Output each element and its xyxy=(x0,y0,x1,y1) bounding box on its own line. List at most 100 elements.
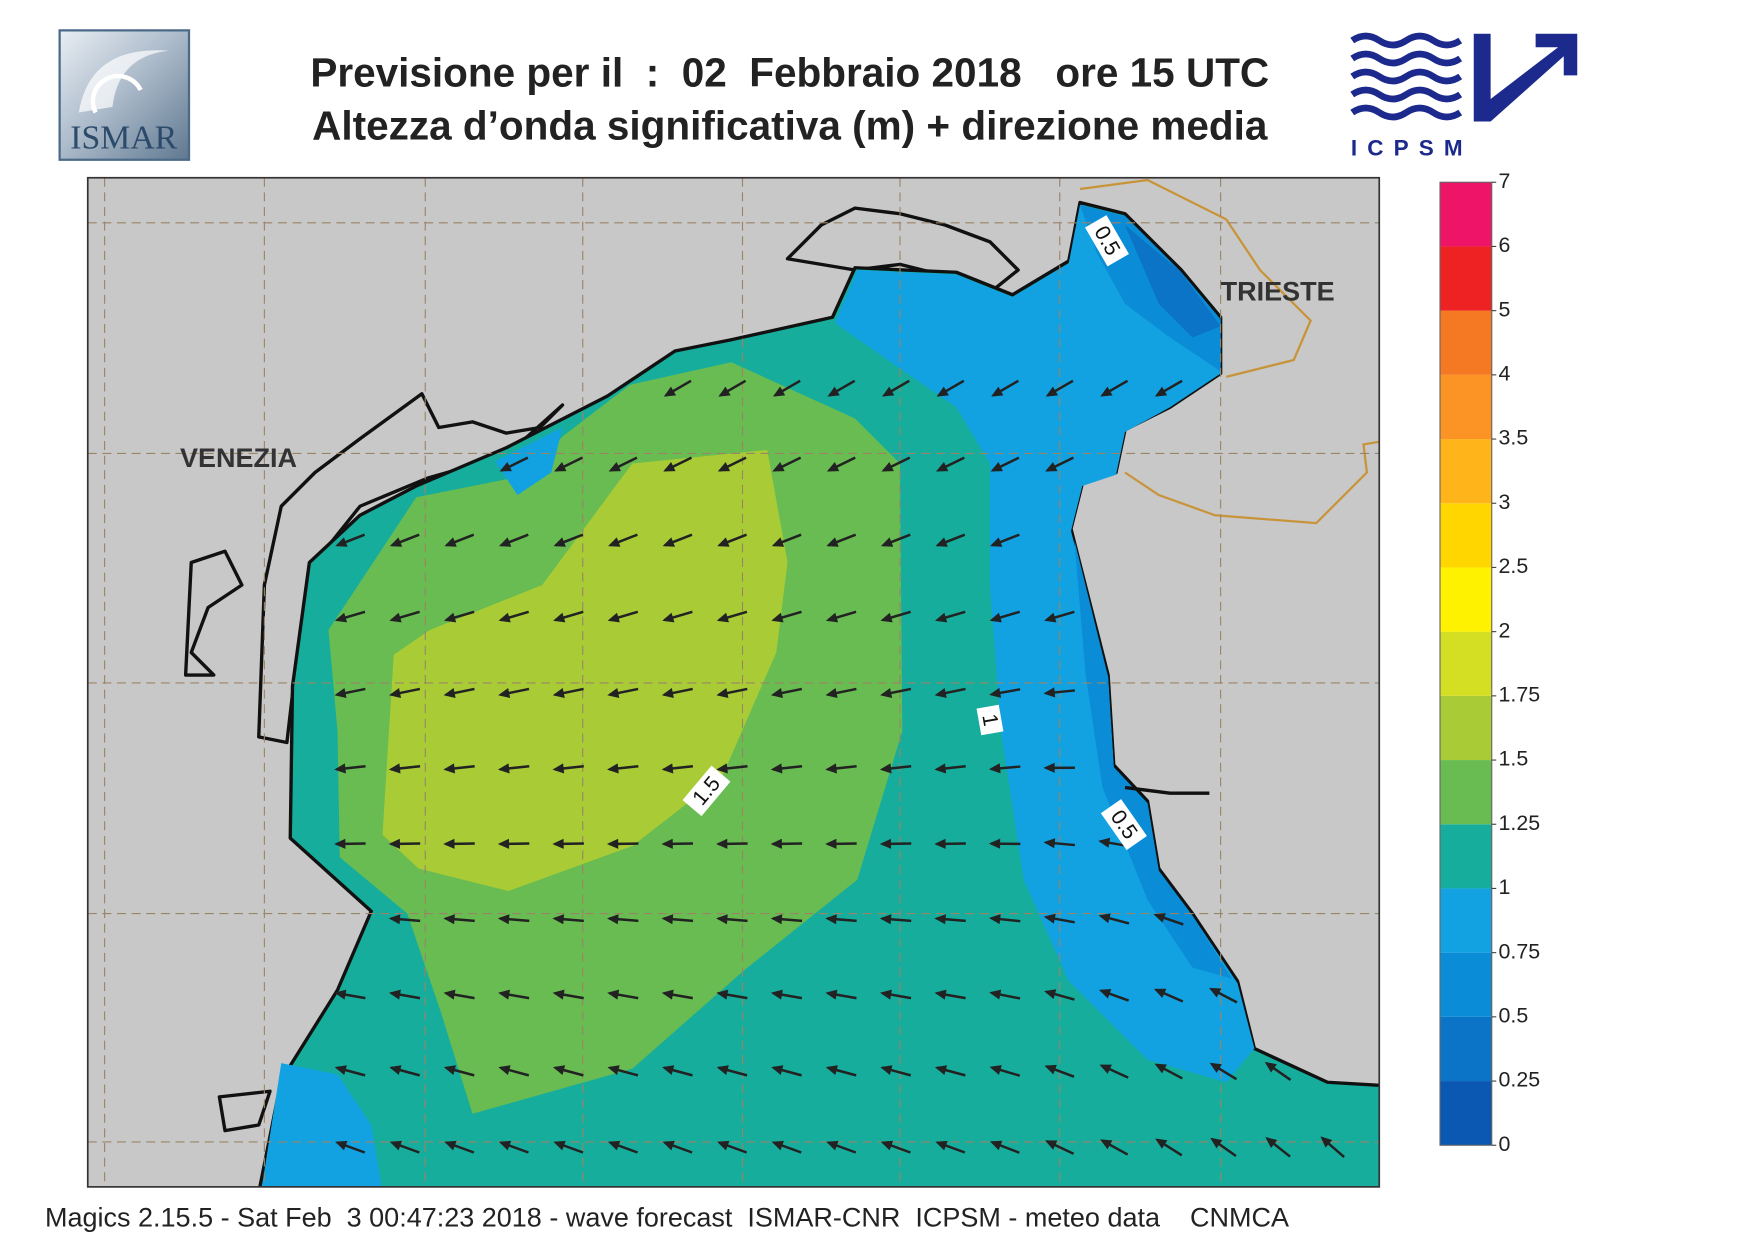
arrow xyxy=(444,1140,475,1154)
arrow xyxy=(936,456,965,472)
arrow xyxy=(1320,1136,1345,1159)
map-frame xyxy=(86,176,1381,1188)
arrow-head xyxy=(1209,1062,1222,1073)
arrow-head xyxy=(662,1140,675,1151)
arrow xyxy=(334,989,366,1000)
arrow xyxy=(1044,989,1075,1001)
arrow-head xyxy=(1209,987,1222,998)
arrow-head xyxy=(770,989,783,1000)
arrow-head xyxy=(1153,913,1166,923)
arrow xyxy=(825,1065,857,1077)
arrow xyxy=(443,838,475,849)
arrow-head xyxy=(497,838,510,849)
arrow xyxy=(389,610,420,623)
contour-label: 1 xyxy=(976,704,1004,736)
arrow xyxy=(1098,913,1130,925)
arrow-head xyxy=(716,612,729,623)
colorbar-label: 0 xyxy=(1499,1132,1511,1156)
arrow-head xyxy=(662,1065,675,1075)
arrow xyxy=(879,763,912,774)
arrow-head xyxy=(1153,988,1167,998)
colorbar-segment xyxy=(1440,439,1492,504)
arrow xyxy=(934,838,966,849)
colorbar-segment xyxy=(1440,952,1492,1017)
arrow xyxy=(552,763,584,774)
arrow-head xyxy=(443,838,455,849)
arrow-head xyxy=(389,688,402,698)
arrow-head xyxy=(716,914,728,925)
arrow xyxy=(1264,1061,1292,1081)
arrow-head xyxy=(334,688,347,698)
arrow-head xyxy=(989,989,1002,1000)
arrow-head xyxy=(717,537,730,547)
colorbar-label: 3 xyxy=(1499,490,1511,514)
arrow-head xyxy=(935,1140,948,1151)
arrow-head xyxy=(388,989,401,1000)
arrow xyxy=(989,687,1021,698)
arrow xyxy=(608,456,638,472)
arrow xyxy=(880,687,912,698)
arrow xyxy=(334,687,366,698)
arrow-head xyxy=(879,763,892,774)
arrow-head xyxy=(607,763,619,774)
arrow-head xyxy=(443,688,456,698)
arrow xyxy=(498,989,530,1000)
arrow xyxy=(770,914,803,925)
arrow xyxy=(1043,838,1075,849)
colorbar-segment xyxy=(1440,695,1492,761)
arrow xyxy=(1099,1064,1129,1079)
arrow-head xyxy=(607,1140,621,1151)
arrow-head xyxy=(880,989,892,1000)
arrow-head xyxy=(661,838,673,849)
colorbar-label: 5 xyxy=(1499,297,1511,321)
arrow xyxy=(606,914,639,925)
arrow xyxy=(389,1140,420,1154)
arrow-head xyxy=(880,612,893,623)
arrow-head xyxy=(1045,386,1058,397)
arrow xyxy=(553,533,584,547)
arrow-head xyxy=(389,1065,402,1075)
arrow-head xyxy=(1043,913,1056,924)
arrow-head xyxy=(498,688,511,698)
arrow-head xyxy=(825,1065,838,1075)
arrow-head xyxy=(936,386,949,397)
arrow xyxy=(1045,456,1075,472)
arrow-head xyxy=(553,1140,566,1151)
arrow-head xyxy=(389,612,402,623)
arrow xyxy=(607,687,639,698)
arrow-head xyxy=(825,914,837,925)
arrow-head xyxy=(552,688,565,698)
arrow-head xyxy=(879,914,892,925)
arrow-head xyxy=(443,914,455,925)
arrow xyxy=(661,687,693,698)
arrow-head xyxy=(1045,461,1058,472)
arrow xyxy=(497,914,530,925)
arrow xyxy=(1210,1137,1237,1157)
arrow xyxy=(936,379,965,397)
logo-ismar: ISMAR xyxy=(58,29,191,161)
arrow xyxy=(553,1140,584,1154)
colorbar-segment xyxy=(1440,1016,1492,1082)
arrow xyxy=(552,838,584,849)
arrow xyxy=(388,914,421,925)
arrow-head xyxy=(826,461,840,472)
arrow-head xyxy=(825,989,838,1000)
arrow xyxy=(882,379,910,397)
arrow-head xyxy=(934,838,946,849)
graticule xyxy=(87,177,1380,1187)
arrow-head xyxy=(497,763,510,774)
arrow-head xyxy=(498,989,511,1000)
title: Previsione per il : 02 Febbraio 2018 ore… xyxy=(310,50,1269,96)
arrow-head xyxy=(444,537,457,547)
arrow-head xyxy=(988,914,1001,925)
arrow xyxy=(334,838,366,849)
arrow xyxy=(989,610,1021,623)
arrow xyxy=(607,1065,639,1077)
arrow xyxy=(717,456,747,472)
arrow xyxy=(498,610,530,623)
arrow-head xyxy=(553,537,566,547)
arrow-head xyxy=(552,763,565,774)
arrow-head xyxy=(498,1065,511,1075)
arrow xyxy=(607,1140,638,1154)
arrow-head xyxy=(882,386,895,397)
